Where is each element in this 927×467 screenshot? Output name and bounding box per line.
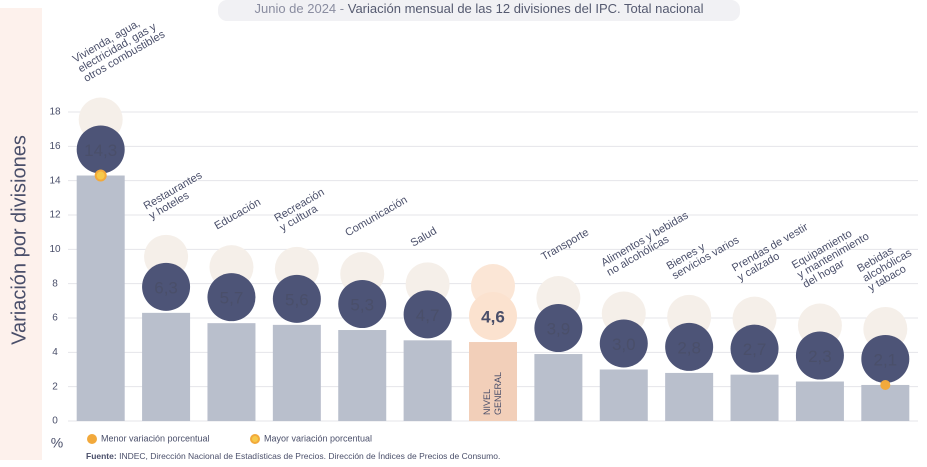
category-label: Bebidasalcohólicasy tabaco [855,237,920,294]
value-badge [272,274,321,323]
value-badge [599,319,648,368]
value-label: 3,0 [612,335,636,354]
legend-label: Mayor variación porcentual [264,433,372,443]
value-label: 14,3 [84,141,117,160]
y-tick-label: 6 [52,313,58,324]
category-label: Comunicación [343,194,409,239]
value-label: 4,7 [416,306,440,325]
value-label: 2,1 [873,350,897,369]
bar [338,330,387,421]
category-label: Restaurantesy hoteles [142,169,211,222]
category-line: Salud [409,225,439,249]
category-line: Comunicación [343,194,409,239]
value-label: 2,8 [677,338,701,357]
category-label: Educación [212,196,262,232]
bar [534,354,583,421]
bar [142,312,191,421]
value-badge [730,324,779,373]
source: Fuente: INDEC, Dirección Nacional de Est… [86,451,500,461]
value-label: 5,3 [350,296,374,315]
y-tick-label: 16 [49,141,61,152]
bar [207,323,256,421]
min-marker [880,379,891,390]
category-label: Recreacióny cultura [272,186,332,234]
title-date: Junio de 2024 - [254,1,344,16]
category-label: NIVELGENERAL [482,372,503,415]
y-unit: % [51,435,63,451]
value-label: 4,6 [481,308,505,327]
category-line: GENERAL [493,372,503,415]
value-label: 5,6 [285,290,309,309]
legend-min [87,434,97,444]
y-tick-label: 12 [49,210,61,221]
y-tick-label: 8 [52,278,58,289]
chart-title: Junio de 2024 - Variación mensual de las… [254,1,703,16]
legend-max [250,434,260,444]
value-badge [861,334,910,383]
category-label: Salud [409,225,439,249]
bar [599,369,648,421]
legend-label: Menor variación porcentual [101,433,210,443]
y-tick-label: 0 [52,416,58,427]
y-tick-label: 4 [52,347,58,358]
category-label: Bienes yservicios varios [665,224,742,282]
title-bar [218,0,740,21]
category-line: NIVEL [482,389,492,415]
bar [795,381,844,421]
y-axis-label: Variación por divisiones [8,135,30,345]
bar [272,324,321,421]
value-label: 6,3 [154,278,178,297]
title-text: Variación mensual de las 12 divisiones d… [348,1,704,16]
value-badge [207,273,256,322]
y-tick-label: 18 [49,107,61,118]
value-badge [76,125,125,174]
category-label: Transporte [539,226,591,263]
category-line: Educación [212,196,262,232]
source-label: Fuente: [86,451,117,461]
bar [861,384,910,421]
bar [76,175,125,421]
y-tick-label: 10 [49,244,61,255]
bar [665,372,714,421]
category-line: Transporte [539,226,591,263]
max-marker [94,169,107,182]
bar [469,342,517,421]
y-tick-label: 2 [52,381,58,392]
axis-band [0,8,42,460]
value-badge [534,304,583,353]
category-label: Vivienda, agua,electricidad, gas yotros … [71,9,168,85]
value-badge [338,280,387,329]
value-label: 2,7 [743,340,767,359]
value-badge [795,331,844,380]
value-badge [403,290,452,339]
value-badge [665,322,714,371]
value-badge [469,292,517,341]
value-badge [142,262,191,311]
value-label: 2,3 [808,347,832,366]
y-tick-label: 14 [49,175,61,186]
source-text: INDEC, Dirección Nacional de Estadística… [119,451,500,461]
value-label: 5,7 [220,289,244,308]
bar [403,340,452,421]
value-label: 3,9 [547,320,571,339]
bar [730,374,779,421]
